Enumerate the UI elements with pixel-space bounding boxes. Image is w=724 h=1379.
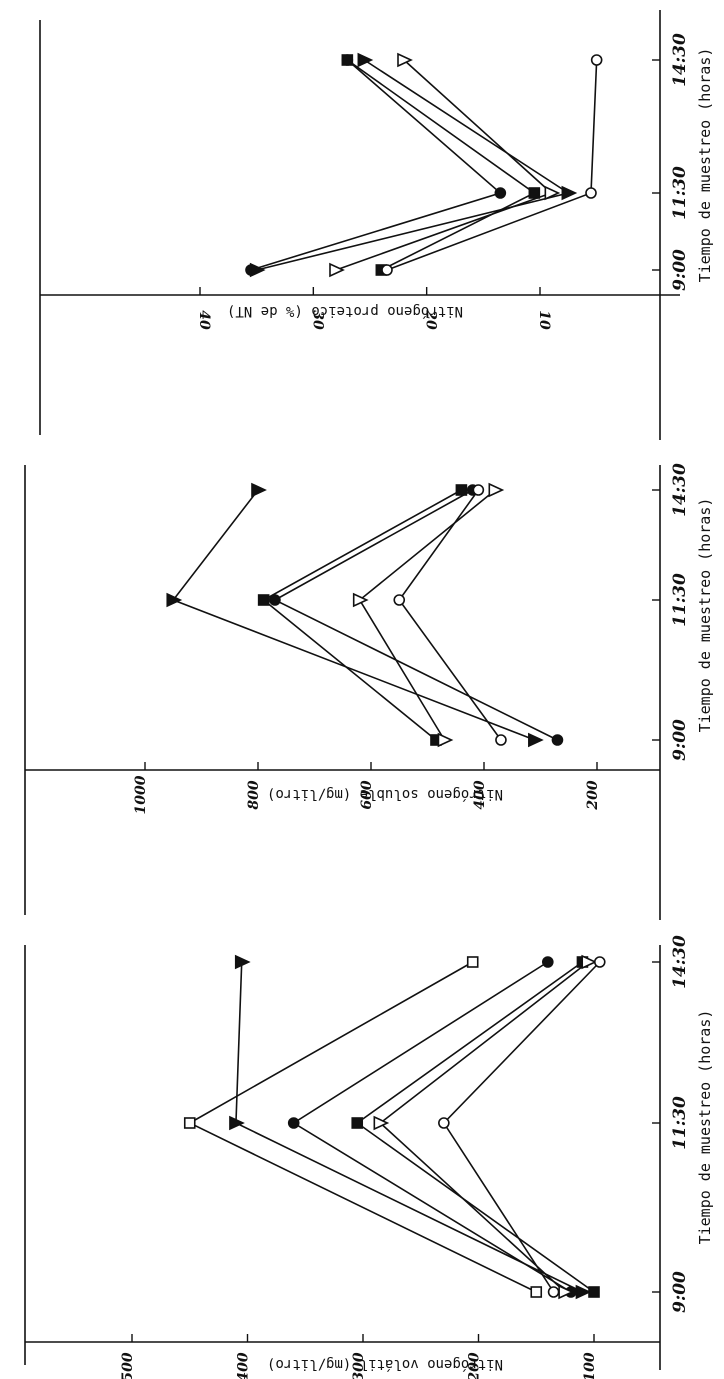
- data-point-filled-triangle: [166, 592, 183, 608]
- time-tick-label: 11:30: [670, 166, 690, 220]
- time-tick-label: 9:00: [670, 249, 690, 291]
- data-point-open-triangle: [437, 732, 454, 748]
- data-point-filled-triangle: [229, 1115, 245, 1131]
- data-point-filled-triangle: [251, 482, 267, 498]
- data-point-open-circle: [585, 187, 597, 199]
- data-point-open-triangle: [544, 185, 561, 201]
- time-tick-label: 14:30: [670, 33, 690, 87]
- time-tick-label: 9:00: [670, 719, 690, 761]
- value-tick-label: 100: [582, 1352, 598, 1379]
- data-point-open-triangle: [488, 482, 505, 498]
- series-line-open-triangle: [379, 961, 589, 1293]
- time-tick-label: 14:30: [670, 463, 690, 517]
- time-axis-title: Tiempo de muestreo (horas): [696, 48, 714, 283]
- data-point-filled-triangle: [528, 732, 544, 748]
- data-point-filled-triangle: [234, 954, 251, 970]
- data-point-filled-square: [257, 594, 270, 606]
- data-point-filled-square: [455, 484, 468, 496]
- value-tick-label: 400: [472, 780, 488, 809]
- data-point-open-triangle: [329, 262, 345, 278]
- data-point-open-circle: [393, 594, 406, 606]
- data-point-open-triangle: [581, 954, 598, 970]
- data-point-filled-circle: [494, 187, 507, 199]
- data-point-open-circle: [590, 54, 603, 66]
- time-axis-title: Tiempo de muestreo (horas): [696, 1010, 714, 1245]
- value-tick-label: 600: [359, 780, 375, 809]
- time-tick-label: 11:30: [670, 1096, 690, 1150]
- data-point-open-circle: [593, 956, 606, 968]
- data-point-open-circle: [472, 484, 485, 496]
- series-line-open-circle: [442, 961, 601, 1293]
- series-line-open-triangle: [358, 489, 496, 741]
- value-axis-title: Nitrógeno volátil (mg/litro): [267, 1356, 503, 1372]
- value-tick-label: 200: [467, 1352, 483, 1379]
- data-point-open-square: [466, 956, 479, 968]
- value-tick-label: 400: [236, 1352, 252, 1379]
- series-line-open-circle: [386, 59, 598, 271]
- value-tick-label: 20: [423, 309, 439, 330]
- data-point-filled-circle: [287, 1117, 300, 1129]
- value-tick-label: 30: [309, 310, 325, 330]
- value-tick-label: 800: [246, 780, 262, 809]
- data-point-filled-triangle: [249, 262, 266, 278]
- data-point-open-triangle: [373, 1115, 390, 1131]
- data-point-open-square: [183, 1117, 196, 1129]
- value-tick-label: 40: [196, 310, 212, 330]
- series-line-filled-triangle: [256, 59, 571, 271]
- data-point-filled-circle: [541, 956, 554, 968]
- series-line-filled-square: [262, 489, 462, 741]
- data-point-open-circle: [495, 734, 507, 746]
- value-tick-label: 300: [351, 1352, 367, 1379]
- value-tick-label: 200: [585, 780, 601, 810]
- series-line-filled-square: [355, 961, 595, 1293]
- time-tick-label: 14:30: [670, 935, 690, 989]
- data-point-filled-triangle: [561, 185, 578, 201]
- data-point-filled-triangle: [357, 52, 374, 68]
- data-point-filled-square: [351, 1117, 364, 1129]
- series-line-filled-circle: [250, 59, 502, 271]
- time-tick-label: 9:00: [670, 1271, 690, 1313]
- time-axis-title: Tiempo de muestreo (horas): [696, 498, 714, 733]
- value-axis-title: Nitrógeno soluble (mg/litro): [267, 786, 503, 802]
- series-line-filled-circle: [273, 489, 558, 741]
- data-point-filled-square: [588, 1286, 600, 1298]
- data-point-open-circle: [547, 1286, 560, 1298]
- data-point-filled-circle: [269, 594, 281, 606]
- value-tick-label: 500: [120, 1352, 136, 1379]
- data-point-filled-circle: [551, 734, 564, 746]
- series-line-filled-triangle: [235, 961, 583, 1293]
- data-point-filled-square: [341, 54, 354, 66]
- data-point-open-triangle: [397, 52, 413, 68]
- value-tick-label: 1000: [133, 775, 149, 814]
- value-tick-label: 10: [536, 310, 552, 330]
- chart-panel-bottom: 500 400 300 200 100 9:00 11:30 14:30 Tiempo de m…: [24, 935, 714, 1379]
- chart-panel-middle: 1000 800 600 400 200 9:00 11:30 14:30 Tiempo de …: [24, 463, 714, 920]
- chart-panel-top: 40 30 20 10 9:00 11:30 14:30 Tiempo de muestreo…: [39, 10, 714, 440]
- time-tick-label: 11:30: [670, 573, 690, 627]
- data-point-filled-square: [528, 187, 541, 199]
- data-point-open-circle: [438, 1117, 450, 1129]
- series-line-filled-circle: [292, 961, 572, 1293]
- value-axis-title: Nitrógeno proteico (% de NT): [227, 303, 463, 319]
- data-point-open-square: [530, 1286, 543, 1298]
- data-point-open-circle: [381, 264, 393, 276]
- series-line-filled-square: [346, 59, 536, 271]
- data-point-open-triangle: [352, 592, 369, 608]
